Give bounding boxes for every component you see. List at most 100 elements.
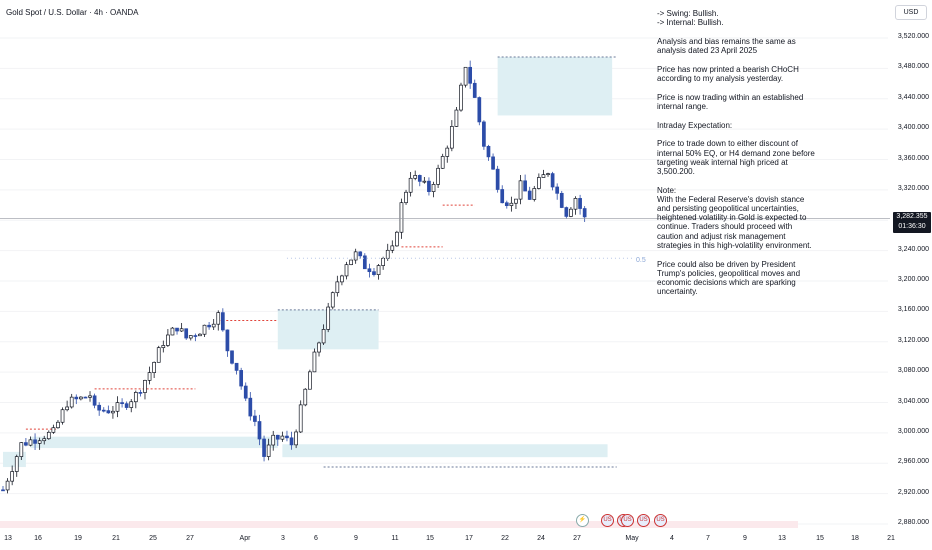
- candle-body: [422, 180, 427, 183]
- candle-body: [262, 438, 266, 457]
- candle-body: [42, 438, 47, 442]
- candle-body: [504, 202, 509, 206]
- candle-body: [239, 370, 244, 387]
- candle-body: [569, 208, 573, 217]
- candle-body: [559, 192, 564, 208]
- candle-body: [166, 334, 170, 346]
- candle-body: [340, 275, 344, 283]
- us-flag-event-icon[interactable]: US: [601, 514, 614, 527]
- candle-body: [37, 440, 42, 444]
- candle-body: [440, 156, 445, 169]
- candle-body: [207, 324, 211, 328]
- candle-body: [468, 66, 473, 84]
- candle-body: [413, 175, 418, 179]
- candle-body: [482, 121, 486, 147]
- candle-body: [28, 439, 33, 446]
- time-tick-label: 4: [670, 535, 674, 542]
- candle-body: [349, 259, 353, 266]
- current-price-label: 3,282.355 01:36:30: [893, 212, 931, 234]
- candle-body: [362, 255, 367, 270]
- time-tick-label: 21: [112, 535, 120, 542]
- candle-body: [312, 351, 317, 373]
- candle-body: [330, 292, 335, 308]
- candle-body: [88, 395, 92, 398]
- candle-body: [65, 406, 69, 411]
- candle-body: [431, 184, 436, 192]
- candle-body: [500, 189, 505, 204]
- time-tick-label: 3: [281, 535, 285, 542]
- candle-body: [79, 396, 83, 400]
- note-paragraph: Price has now printed a bearish CHoCH ac…: [657, 64, 799, 84]
- candle-body: [147, 372, 152, 381]
- candle-body: [523, 180, 527, 192]
- candle-body: [271, 434, 276, 446]
- time-tick-label: 17: [465, 535, 473, 542]
- candle-body: [170, 327, 175, 336]
- candle-body: [537, 177, 541, 189]
- candle-body: [60, 409, 65, 423]
- price-tick-label: 3,200.000: [897, 276, 929, 283]
- candle-body: [120, 402, 124, 405]
- fib-level-label: 0.5: [636, 257, 646, 264]
- us-flag-event-icon[interactable]: US: [621, 514, 634, 527]
- candle-body: [321, 329, 326, 344]
- countdown-timer: 01:36:30: [898, 223, 926, 231]
- candle-body: [358, 251, 363, 257]
- candle-body: [454, 109, 459, 127]
- time-tick-label: 21: [887, 535, 895, 542]
- candle-body: [184, 328, 189, 339]
- time-tick-label: 15: [426, 535, 434, 542]
- candle-body: [486, 145, 491, 158]
- price-tick-label: 3,440.000: [897, 93, 929, 101]
- candle-body: [372, 271, 376, 275]
- time-tick-label: 19: [74, 535, 82, 542]
- candle-body: [550, 173, 555, 188]
- candle-body: [573, 198, 578, 210]
- note-paragraph: Price to trade down to either discount o…: [657, 139, 815, 176]
- candle-body: [367, 268, 372, 273]
- candle-body: [175, 327, 179, 332]
- price-axis[interactable]: 2,880.000 2,920.000 2,960.000 3,000.000 3,04…: [890, 0, 932, 550]
- time-tick-label: 9: [354, 535, 358, 542]
- candle-body: [399, 202, 404, 233]
- candle-body: [46, 431, 51, 440]
- candle-body: [427, 180, 431, 192]
- candle-body: [83, 396, 88, 399]
- candle-body: [234, 362, 239, 371]
- candle-body: [257, 421, 262, 440]
- lightning-event-icon[interactable]: ⚡: [576, 514, 589, 527]
- candle-body: [449, 126, 454, 149]
- candle-body: [1, 489, 5, 492]
- time-tick-label: 13: [4, 535, 12, 542]
- us-flag-event-icon[interactable]: US: [654, 514, 667, 527]
- candle-body: [298, 404, 303, 433]
- candle-body: [555, 186, 560, 194]
- analysis-notes: -> Swing: Bullish. -> Internal: Bullish.…: [657, 9, 817, 306]
- candle-body: [546, 173, 550, 176]
- time-tick-label: 22: [501, 535, 509, 542]
- time-tick-label: 27: [186, 535, 194, 542]
- candle-body: [390, 245, 395, 251]
- candle-body: [463, 66, 468, 86]
- candle-body: [106, 410, 111, 414]
- us-flag-event-icon[interactable]: US: [637, 514, 650, 527]
- candle-body: [138, 392, 143, 394]
- price-tick-label: 3,520.000: [897, 33, 929, 40]
- currency-button[interactable]: USD: [895, 5, 927, 20]
- candle-body: [353, 251, 358, 261]
- time-tick-label: 15: [816, 535, 824, 542]
- candle-body: [101, 409, 106, 412]
- candle-body: [230, 350, 234, 364]
- candle-body: [143, 379, 147, 393]
- candle-body: [193, 335, 198, 337]
- candle-body: [518, 180, 523, 200]
- note-paragraph: -> Swing: Bullish. -> Internal: Bullish.: [657, 9, 724, 28]
- candle-body: [97, 404, 102, 411]
- candle-body: [495, 168, 500, 190]
- candle-body: [225, 329, 230, 352]
- candle-body: [198, 333, 202, 337]
- time-tick-label: Apr: [239, 535, 251, 542]
- time-tick-label: 7: [706, 535, 710, 542]
